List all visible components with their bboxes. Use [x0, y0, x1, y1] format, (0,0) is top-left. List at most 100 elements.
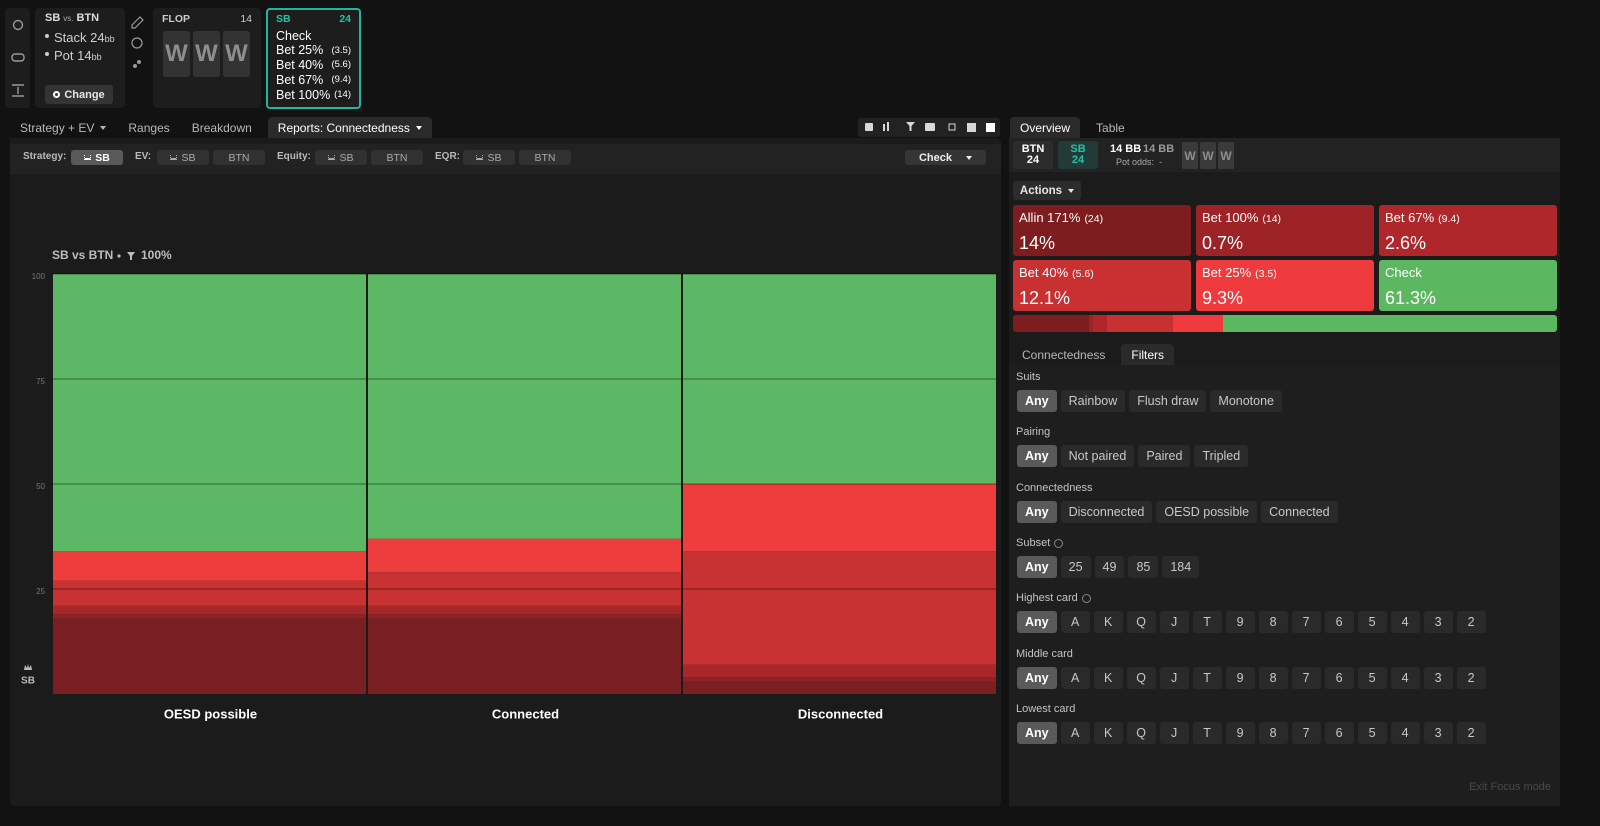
player-box[interactable] [1013, 141, 1053, 169]
filter-option[interactable]: 6 [1324, 611, 1354, 634]
filter-option[interactable]: A [1060, 721, 1090, 744]
filter-option[interactable]: T [1192, 721, 1222, 744]
filter-option[interactable]: K [1093, 721, 1123, 744]
filter-option[interactable]: 8 [1258, 611, 1288, 634]
filter-option[interactable]: 6 [1324, 721, 1354, 744]
filter-option[interactable]: 5 [1357, 721, 1387, 744]
filter-option[interactable]: J [1159, 611, 1189, 634]
controller-icon[interactable] [11, 53, 25, 62]
filter-option[interactable]: Rainbow [1060, 390, 1126, 412]
filter-option[interactable]: Monotone [1210, 390, 1283, 412]
exit-focus[interactable]: Exit Focus mode [1469, 781, 1551, 793]
dots-icon[interactable] [133, 64, 137, 68]
filter-option[interactable]: Not paired [1060, 445, 1135, 468]
action-cell[interactable]: Bet 100% (14) 0.7% [1196, 205, 1374, 256]
filter-option[interactable]: SB [315, 150, 367, 165]
tab[interactable]: Overview [1010, 117, 1081, 138]
filter-option[interactable]: J [1159, 666, 1189, 689]
tab[interactable]: Connectedness [1022, 347, 1106, 362]
info-icon[interactable] [131, 37, 143, 49]
filter-option[interactable]: BTN [213, 150, 265, 165]
filter-option[interactable]: Any [1017, 500, 1057, 523]
filter-option[interactable]: 7 [1291, 721, 1321, 744]
filter-option[interactable]: Paired [1138, 445, 1191, 468]
filter-option[interactable]: 8 [1258, 666, 1288, 689]
filter-option[interactable]: Any [1017, 445, 1057, 468]
filter-option[interactable]: Any [1017, 390, 1057, 412]
filter-option[interactable]: Any [1017, 611, 1057, 634]
action-select[interactable]: Check [905, 150, 986, 165]
filter-option[interactable]: 184 [1162, 555, 1200, 578]
filter-option[interactable]: K [1093, 611, 1123, 634]
filter-option[interactable]: A [1060, 666, 1090, 689]
filter-option[interactable]: 4 [1390, 611, 1420, 634]
filter-option[interactable]: Any [1017, 555, 1057, 578]
filter-option[interactable]: Tripled [1194, 445, 1249, 468]
filter-option[interactable]: 9 [1225, 611, 1255, 634]
filter-option[interactable]: 5 [1357, 611, 1387, 634]
filter-option[interactable]: BTN [371, 150, 423, 165]
edit-icon[interactable] [131, 16, 144, 29]
filter-option[interactable]: 4 [1390, 666, 1420, 689]
action-cell[interactable]: Allin 171% (24) 14% [1013, 205, 1191, 256]
tab[interactable]: Table [1096, 120, 1125, 135]
filter-option[interactable]: Q [1126, 666, 1156, 689]
cube-icon[interactable] [865, 123, 873, 131]
filter-option[interactable]: Disconnected [1060, 500, 1153, 523]
filter-option[interactable]: T [1192, 666, 1222, 689]
filter-option[interactable]: J [1159, 721, 1189, 744]
filter-option[interactable]: 7 [1291, 611, 1321, 634]
filter-option[interactable]: OESD possible [1156, 500, 1258, 523]
filter-option[interactable]: Flush draw [1129, 390, 1207, 412]
filter-option[interactable]: K [1093, 666, 1123, 689]
filter-option[interactable]: A [1060, 611, 1090, 634]
tab[interactable]: Filters [1121, 344, 1175, 365]
filter-option[interactable]: 7 [1291, 666, 1321, 689]
filter-option[interactable]: 3 [1423, 666, 1453, 689]
bars-icon[interactable] [883, 124, 885, 131]
filter-option[interactable]: 4 [1390, 721, 1420, 744]
filter-option[interactable]: Connected [1261, 500, 1338, 523]
filter-option[interactable]: SB [157, 150, 209, 165]
filter-option[interactable]: 85 [1128, 555, 1159, 578]
reset-icon[interactable] [12, 19, 24, 31]
player-box[interactable] [1058, 141, 1098, 169]
filter-option[interactable]: SB [71, 150, 123, 165]
folder-icon[interactable] [925, 123, 935, 131]
expand-icon[interactable] [12, 84, 24, 97]
action-cell[interactable]: Check 61.3% [1379, 260, 1557, 311]
filter-option[interactable]: 6 [1324, 666, 1354, 689]
filter-option[interactable]: SB [463, 150, 515, 165]
filter-option[interactable]: 5 [1357, 666, 1387, 689]
action-cell[interactable]: Bet 25% (3.5) 9.3% [1196, 260, 1374, 311]
node-card[interactable] [266, 8, 361, 109]
filter-option[interactable]: Q [1126, 721, 1156, 744]
filter-option[interactable]: 2 [1456, 721, 1486, 744]
filter-option[interactable]: Q [1126, 611, 1156, 634]
filter-option[interactable]: 9 [1225, 666, 1255, 689]
tab[interactable]: Reports: Connectedness [267, 117, 432, 138]
filter-option[interactable]: Any [1017, 666, 1057, 689]
filter-option[interactable]: 9 [1225, 721, 1255, 744]
filter-option[interactable]: 2 [1456, 666, 1486, 689]
tab[interactable]: Ranges [118, 117, 179, 138]
actions-button[interactable]: Actions [1013, 181, 1081, 200]
action-cell[interactable]: Bet 40% (5.6) 12.1% [1013, 260, 1191, 311]
filter-option[interactable]: 8 [1258, 721, 1288, 744]
change-button[interactable]: Change [45, 85, 113, 104]
filter-option[interactable]: 25 [1060, 555, 1091, 578]
filter-option[interactable]: Any [1017, 721, 1057, 744]
filter-option[interactable]: 3 [1423, 611, 1453, 634]
tab[interactable]: Breakdown [182, 117, 262, 138]
focus-icon[interactable] [948, 123, 956, 131]
filter-option[interactable]: 2 [1456, 611, 1486, 634]
square-icon[interactable] [986, 123, 995, 132]
action-cell[interactable]: Bet 67% (9.4) 2.6% [1379, 205, 1557, 256]
filter-option[interactable]: BTN [519, 150, 571, 165]
filter-option[interactable]: 3 [1423, 721, 1453, 744]
filter-option[interactable]: 49 [1094, 555, 1125, 578]
grid-icon[interactable] [967, 123, 976, 132]
filter-option[interactable]: T [1192, 611, 1222, 634]
filter-icon[interactable] [906, 122, 915, 131]
tab[interactable]: Strategy + EV [10, 117, 116, 138]
